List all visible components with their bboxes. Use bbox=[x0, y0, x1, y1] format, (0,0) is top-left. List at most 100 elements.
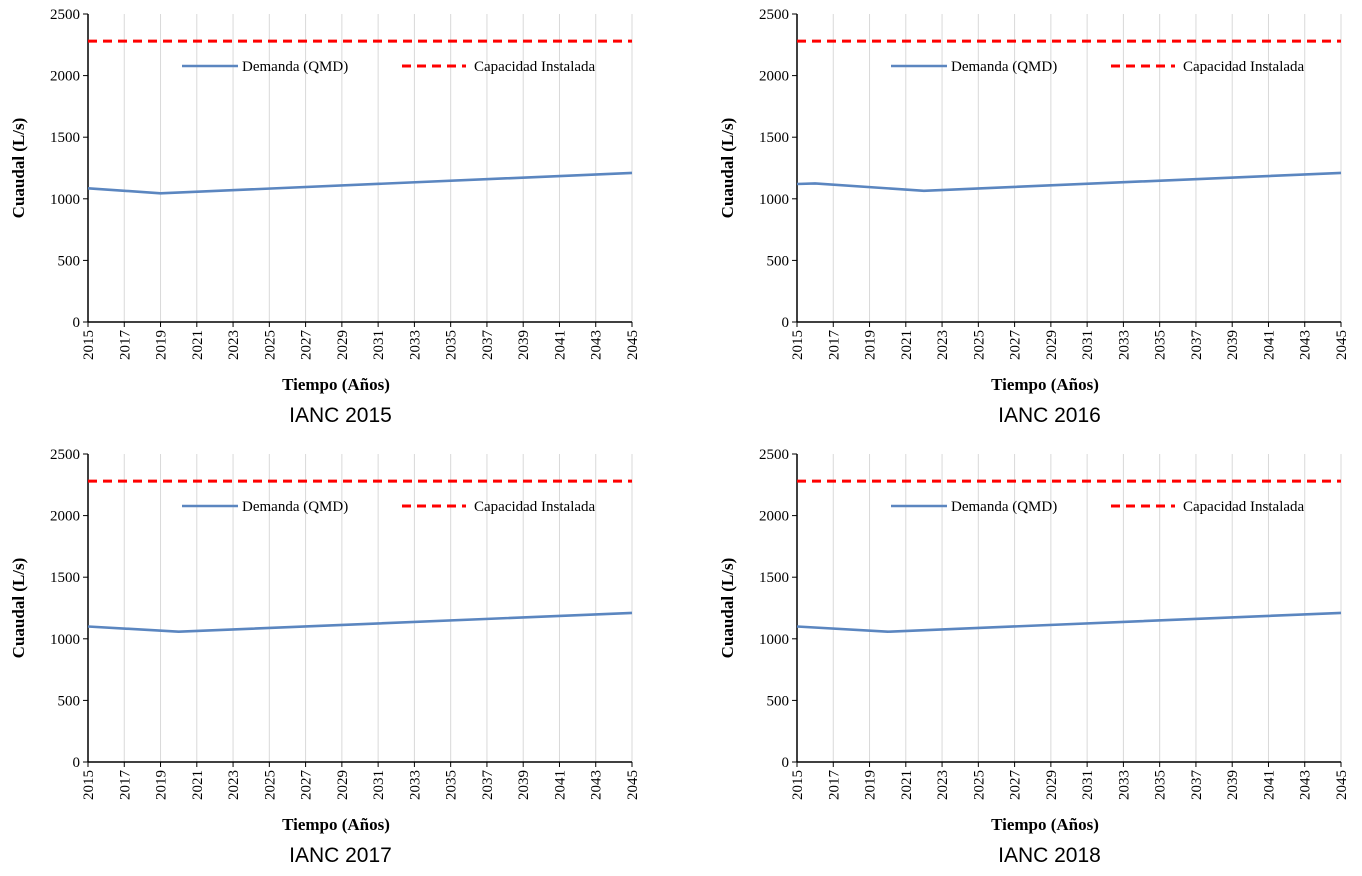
legend-label-demanda: Demanda (QMD) bbox=[242, 59, 348, 75]
demanda-qmd-line bbox=[796, 171, 1342, 193]
chart-legend: Demanda (QMD) Capacidad Instalada bbox=[182, 499, 596, 515]
x-tick-label: 2019 bbox=[863, 770, 879, 800]
y-tick-label: 1000 bbox=[759, 192, 789, 208]
x-tick-label: 2033 bbox=[407, 770, 423, 800]
x-tick-label: 2021 bbox=[190, 330, 206, 360]
x-tick-label: 2017 bbox=[826, 770, 842, 801]
x-tick-label: 2025 bbox=[262, 330, 278, 360]
x-tick-label: 2035 bbox=[1153, 330, 1169, 360]
chart-legend: Demanda (QMD) Capacidad Instalada bbox=[891, 499, 1305, 515]
y-tick-label: 2000 bbox=[50, 69, 80, 85]
x-tick-label: 2017 bbox=[826, 330, 842, 361]
x-tick-label: 2039 bbox=[516, 330, 532, 360]
x-tick-label: 2021 bbox=[899, 330, 915, 360]
y-axis-title: Cuaudal (L/s) bbox=[718, 118, 737, 219]
x-tick-label: 2027 bbox=[1008, 770, 1024, 801]
x-tick-label: 2043 bbox=[1298, 330, 1314, 360]
demanda-qmd-line bbox=[87, 171, 633, 195]
x-tick-label: 2043 bbox=[589, 330, 605, 360]
chart-caption: IANC 2018 bbox=[998, 844, 1101, 867]
legend-label-demanda: Demanda (QMD) bbox=[242, 499, 348, 515]
x-tick-label: 2041 bbox=[1261, 770, 1277, 800]
x-tick-label: 2037 bbox=[480, 330, 496, 361]
x-tick-label: 2017 bbox=[117, 330, 133, 361]
y-tick-label: 1500 bbox=[759, 570, 789, 586]
y-tick-label: 0 bbox=[782, 315, 790, 331]
chart-caption: IANC 2016 bbox=[998, 404, 1101, 427]
x-tick-label: 2031 bbox=[371, 770, 387, 800]
y-tick-label: 1500 bbox=[50, 130, 80, 146]
x-tick-label: 2045 bbox=[625, 770, 641, 800]
x-tick-label: 2021 bbox=[899, 770, 915, 800]
y-axis-title: Cuaudal (L/s) bbox=[9, 118, 28, 219]
x-tick-label: 2023 bbox=[935, 770, 951, 800]
x-tick-label: 2029 bbox=[1044, 770, 1060, 800]
x-tick-label: 2015 bbox=[81, 330, 97, 360]
demanda-qmd-line bbox=[87, 611, 633, 634]
x-tick-label: 2023 bbox=[226, 770, 242, 800]
chart-caption: IANC 2015 bbox=[289, 404, 392, 427]
legend-label-demanda: Demanda (QMD) bbox=[951, 59, 1057, 75]
chart-legend: Demanda (QMD) Capacidad Instalada bbox=[891, 59, 1305, 75]
x-tick-label: 2023 bbox=[935, 330, 951, 360]
legend-label-demanda: Demanda (QMD) bbox=[951, 499, 1057, 515]
x-tick-label: 2039 bbox=[516, 770, 532, 800]
legend-label-capacidad: Capacidad Instalada bbox=[1183, 59, 1305, 75]
x-tick-label: 2015 bbox=[790, 330, 806, 360]
x-tick-label: 2031 bbox=[1080, 330, 1096, 360]
legend-label-capacidad: Capacidad Instalada bbox=[474, 59, 596, 75]
y-tick-label: 500 bbox=[767, 693, 790, 709]
x-tick-label: 2045 bbox=[1334, 330, 1350, 360]
y-tick-label: 2000 bbox=[50, 509, 80, 525]
x-tick-label: 2023 bbox=[226, 330, 242, 360]
y-tick-label: 1000 bbox=[50, 192, 80, 208]
x-tick-label: 2025 bbox=[262, 770, 278, 800]
x-tick-label: 2037 bbox=[480, 770, 496, 801]
x-axis-title: Tiempo (Años) bbox=[282, 815, 390, 834]
y-tick-label: 2500 bbox=[50, 7, 80, 23]
y-tick-label: 0 bbox=[73, 755, 81, 771]
x-tick-label: 2031 bbox=[371, 330, 387, 360]
y-tick-label: 1500 bbox=[50, 570, 80, 586]
x-tick-label: 2027 bbox=[299, 330, 315, 361]
y-axis-title: Cuaudal (L/s) bbox=[718, 558, 737, 659]
x-tick-label: 2035 bbox=[444, 770, 460, 800]
y-tick-label: 1000 bbox=[50, 632, 80, 648]
x-tick-label: 2033 bbox=[1116, 330, 1132, 360]
x-tick-label: 2025 bbox=[971, 330, 987, 360]
x-tick-label: 2029 bbox=[335, 770, 351, 800]
x-tick-label: 2039 bbox=[1225, 770, 1241, 800]
x-tick-label: 2019 bbox=[154, 770, 170, 800]
x-tick-label: 2033 bbox=[407, 330, 423, 360]
x-tick-label: 2031 bbox=[1080, 770, 1096, 800]
chart-svg-ianc-2016: 2015 2017 2019 2021 2023 2025 2027 2029 2031 2033… bbox=[718, 7, 1350, 394]
x-axis-title: Tiempo (Años) bbox=[991, 815, 1099, 834]
x-tick-label: 2027 bbox=[299, 770, 315, 801]
chart-panel-ianc-2018: 2015 2017 2019 2021 2023 2025 2027 2029 2031 2033… bbox=[709, 440, 1362, 876]
x-tick-label: 2035 bbox=[1153, 770, 1169, 800]
y-tick-label: 2000 bbox=[759, 69, 789, 85]
y-tick-label: 2500 bbox=[759, 7, 789, 23]
chart-caption: IANC 2017 bbox=[289, 844, 392, 867]
y-tick-label: 0 bbox=[73, 315, 81, 331]
y-tick-label: 2500 bbox=[759, 447, 789, 463]
x-tick-label: 2039 bbox=[1225, 330, 1241, 360]
x-tick-label: 2015 bbox=[790, 770, 806, 800]
x-tick-label: 2041 bbox=[552, 330, 568, 360]
chart-legend: Demanda (QMD) Capacidad Instalada bbox=[182, 59, 596, 75]
x-tick-label: 2019 bbox=[154, 330, 170, 360]
x-tick-label: 2043 bbox=[1298, 770, 1314, 800]
x-axis-title: Tiempo (Años) bbox=[282, 375, 390, 394]
y-tick-label: 500 bbox=[58, 693, 81, 709]
x-tick-label: 2035 bbox=[444, 330, 460, 360]
legend-label-capacidad: Capacidad Instalada bbox=[1183, 499, 1305, 515]
x-tick-label: 2045 bbox=[1334, 770, 1350, 800]
y-tick-label: 2500 bbox=[50, 447, 80, 463]
y-tick-label: 1000 bbox=[759, 632, 789, 648]
y-tick-label: 500 bbox=[767, 253, 790, 269]
x-tick-label: 2025 bbox=[971, 770, 987, 800]
x-tick-label: 2019 bbox=[863, 330, 879, 360]
x-tick-label: 2045 bbox=[625, 330, 641, 360]
x-tick-label: 2043 bbox=[589, 770, 605, 800]
x-tick-label: 2033 bbox=[1116, 770, 1132, 800]
